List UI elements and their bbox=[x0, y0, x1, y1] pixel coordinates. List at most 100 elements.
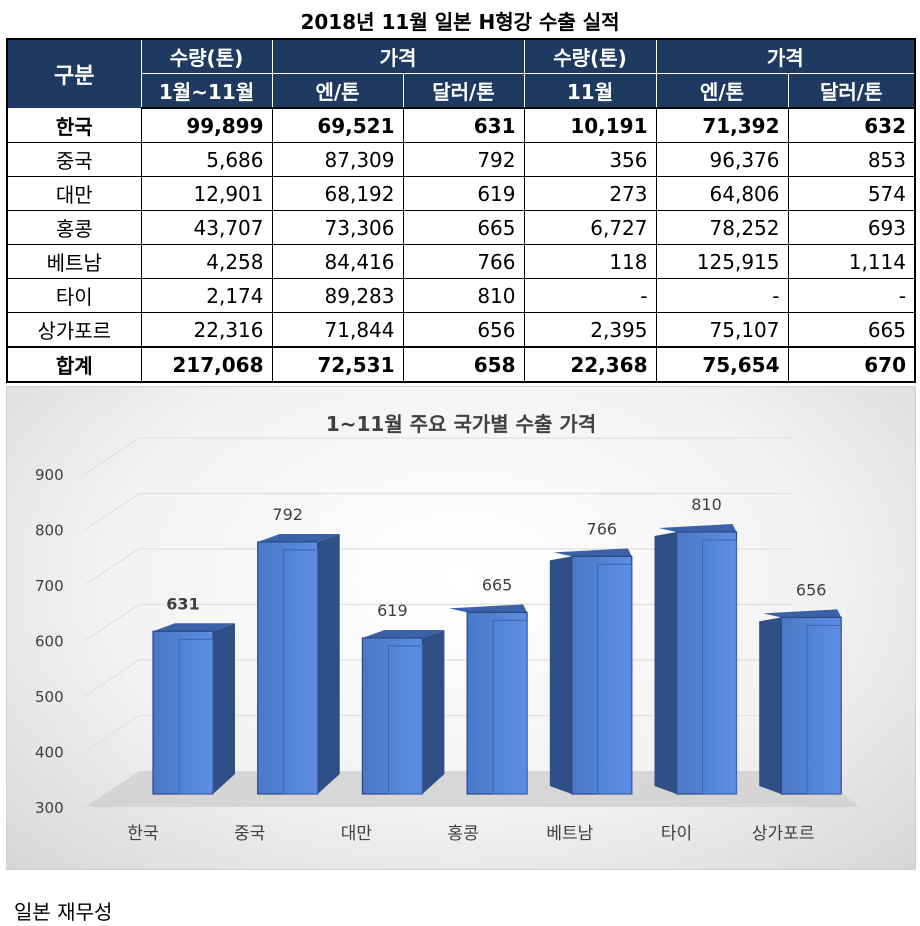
bar-edge bbox=[597, 563, 633, 795]
bar-edge bbox=[178, 638, 214, 795]
y-tick-label: 500 bbox=[35, 688, 64, 706]
bar-top bbox=[658, 523, 737, 532]
bar-top bbox=[153, 623, 235, 632]
table-cell: 853 bbox=[787, 142, 916, 177]
data-label: 766 bbox=[587, 519, 618, 538]
table-cell: 766 bbox=[402, 244, 525, 279]
bar-side bbox=[654, 531, 677, 794]
data-label: 665 bbox=[482, 575, 513, 594]
bar-side bbox=[317, 533, 340, 794]
bar-front bbox=[466, 611, 528, 795]
table-cell: 2,395 bbox=[523, 312, 657, 348]
bar-edge bbox=[283, 549, 319, 795]
table-cell: 43,707 bbox=[140, 210, 273, 245]
bar-front bbox=[780, 616, 842, 795]
table-cell: 665 bbox=[402, 210, 525, 245]
y-tick-label: 700 bbox=[35, 577, 64, 595]
bar-6 bbox=[759, 609, 842, 795]
bar-3 bbox=[449, 604, 528, 795]
table-cell: 810 bbox=[402, 278, 525, 313]
x-tick-label: 홍콩 bbox=[447, 824, 478, 844]
table-cell: 10,191 bbox=[523, 107, 657, 143]
header-price-nov: 가격 bbox=[655, 38, 916, 74]
table-cell: 619 bbox=[402, 176, 525, 211]
bar-5 bbox=[654, 523, 738, 795]
table-cell: 69,521 bbox=[271, 107, 404, 143]
header-sub-usd-ytd: 달러/톤 bbox=[402, 73, 525, 109]
table-row: 타이 2,174 89,283 810- - - bbox=[6, 278, 916, 313]
table-cell: 658 bbox=[402, 346, 525, 383]
row-label: 대만 bbox=[6, 176, 142, 211]
header-quantity-ytd: 수량(톤) bbox=[140, 38, 273, 74]
table-cell: 273 bbox=[523, 176, 657, 211]
header-gubun: 구분 bbox=[6, 38, 142, 109]
source-note: 일본 재무성 bbox=[14, 900, 113, 924]
table-cell: - bbox=[655, 278, 789, 313]
bar-4 bbox=[549, 548, 633, 795]
header-sub-yen-nov: 엔/톤 bbox=[655, 73, 789, 109]
table-cell: 22,316 bbox=[140, 312, 273, 348]
header-sub-yen-ytd: 엔/톤 bbox=[271, 73, 404, 109]
table-cell: 75,654 bbox=[655, 346, 789, 383]
x-tick-label: 중국 bbox=[234, 824, 265, 844]
y-tick-label: 300 bbox=[35, 799, 64, 817]
table-cell: - bbox=[523, 278, 657, 313]
data-label: 792 bbox=[272, 505, 303, 524]
bar-front bbox=[361, 637, 423, 795]
table-cell: 84,416 bbox=[271, 244, 404, 279]
bar-front bbox=[571, 555, 633, 795]
bar-front bbox=[675, 531, 738, 795]
bar-front bbox=[152, 630, 214, 795]
x-tick-label: 한국 bbox=[127, 824, 158, 844]
data-label: 631 bbox=[166, 594, 199, 613]
table-cell: 78,252 bbox=[655, 210, 789, 245]
table-row: 홍콩 43,707 73,306 665 6,727 78,252 693 bbox=[6, 210, 916, 245]
header-quantity-nov: 수량(톤) bbox=[523, 38, 657, 74]
row-label: 합계 bbox=[6, 346, 142, 383]
bar-edge bbox=[387, 645, 423, 795]
table-cell: 68,192 bbox=[271, 176, 404, 211]
data-label: 619 bbox=[377, 601, 408, 620]
bar-edge bbox=[806, 624, 842, 795]
price-bar-chart: 1~11월 주요 국가별 수출 가격 300 400 500 600 700 800 900 6… bbox=[35, 412, 859, 844]
table-cell: 99,899 bbox=[140, 107, 273, 143]
table-row: 합계 217,068 72,531 658 22,368 75,654 670 bbox=[6, 346, 916, 383]
table-cell: 693 bbox=[787, 210, 916, 245]
bar-top bbox=[362, 629, 445, 638]
chart-panel: 1~11월 주요 국가별 수출 가격 300 400 500 600 700 800 900 6… bbox=[6, 386, 916, 870]
table-cell: 89,283 bbox=[271, 278, 404, 313]
gridline bbox=[84, 548, 792, 586]
bar-edge bbox=[702, 539, 737, 795]
y-tick-label: 800 bbox=[35, 522, 64, 540]
bar-front bbox=[257, 541, 319, 795]
header-sub-usd-nov: 달러/톤 bbox=[787, 73, 916, 109]
table-cell: 73,306 bbox=[271, 210, 404, 245]
table-cell: 1,114 bbox=[787, 244, 916, 279]
y-tick-label: 400 bbox=[35, 744, 64, 762]
bar-0 bbox=[152, 623, 235, 795]
table-cell: 574 bbox=[787, 176, 916, 211]
data-label: 656 bbox=[796, 580, 827, 599]
table-row: 중국 5,686 87,309 792 356 96,376 853 bbox=[6, 142, 916, 177]
x-tick-label: 대만 bbox=[341, 824, 373, 844]
table-cell: 4,258 bbox=[140, 244, 273, 279]
bar-side bbox=[213, 623, 235, 794]
table-row: 상가포르 22,316 71,844 656 2,395 75,107 665 bbox=[6, 312, 916, 348]
table-cell: 217,068 bbox=[140, 346, 273, 383]
bar-side bbox=[759, 617, 782, 794]
table-row: 대만 12,901 68,192 619 273 64,806 574 bbox=[6, 176, 916, 211]
table-cell: 6,727 bbox=[523, 210, 657, 245]
table-row: 베트남 4,258 84,416 766 118 125,915 1,114 bbox=[6, 244, 916, 279]
data-label: 810 bbox=[691, 495, 722, 514]
bar-1 bbox=[257, 533, 340, 795]
y-tick-label: 900 bbox=[35, 466, 64, 484]
table-cell: 75,107 bbox=[655, 312, 789, 348]
page-title: 2018년 11월 일본 H형강 수출 실적 bbox=[300, 10, 620, 34]
bar-top bbox=[553, 548, 632, 557]
table-cell: 64,806 bbox=[655, 176, 789, 211]
table-cell: 96,376 bbox=[655, 142, 789, 177]
row-label: 타이 bbox=[6, 278, 142, 313]
table-cell: 5,686 bbox=[140, 142, 273, 177]
chart-title: 1~11월 주요 국가별 수출 가격 bbox=[326, 412, 596, 436]
header-sub-nov: 11월 bbox=[523, 73, 657, 109]
